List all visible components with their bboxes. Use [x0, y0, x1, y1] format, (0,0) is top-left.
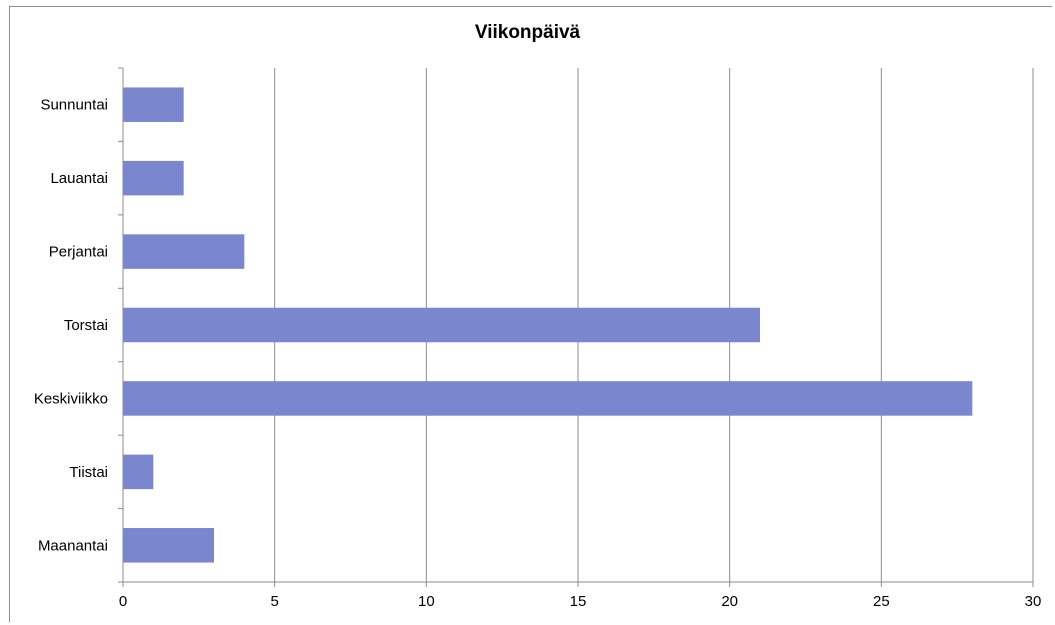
y-tick-label: Lauantai — [50, 170, 108, 187]
bar-perjantai — [123, 234, 245, 269]
x-tick-label: 10 — [418, 593, 435, 610]
y-tick-label: Torstai — [64, 317, 108, 334]
y-tick-label: Tiistai — [69, 464, 108, 481]
x-tick-label: 15 — [570, 593, 587, 610]
bar-lauantai — [123, 160, 184, 196]
bar-torstai — [123, 307, 760, 343]
x-tick-label: 0 — [119, 593, 127, 610]
chart-title: Viikonpäivä — [474, 22, 581, 43]
y-tick-label: Sunnuntai — [40, 97, 108, 114]
bar-maanantai — [123, 528, 214, 563]
x-tick-label: 30 — [1025, 593, 1042, 610]
x-tick-label: 5 — [270, 593, 278, 610]
bar-sunnuntai — [123, 87, 184, 122]
y-tick-label: Keskiviikko — [34, 390, 108, 407]
y-tick-label: Maanantai — [38, 537, 108, 554]
x-tick-label: 20 — [721, 593, 738, 610]
y-tick-label: Perjantai — [49, 244, 108, 261]
x-tick-label: 25 — [873, 593, 890, 610]
bar-tiistai — [123, 454, 154, 490]
bar-keskiviikko — [123, 381, 973, 416]
